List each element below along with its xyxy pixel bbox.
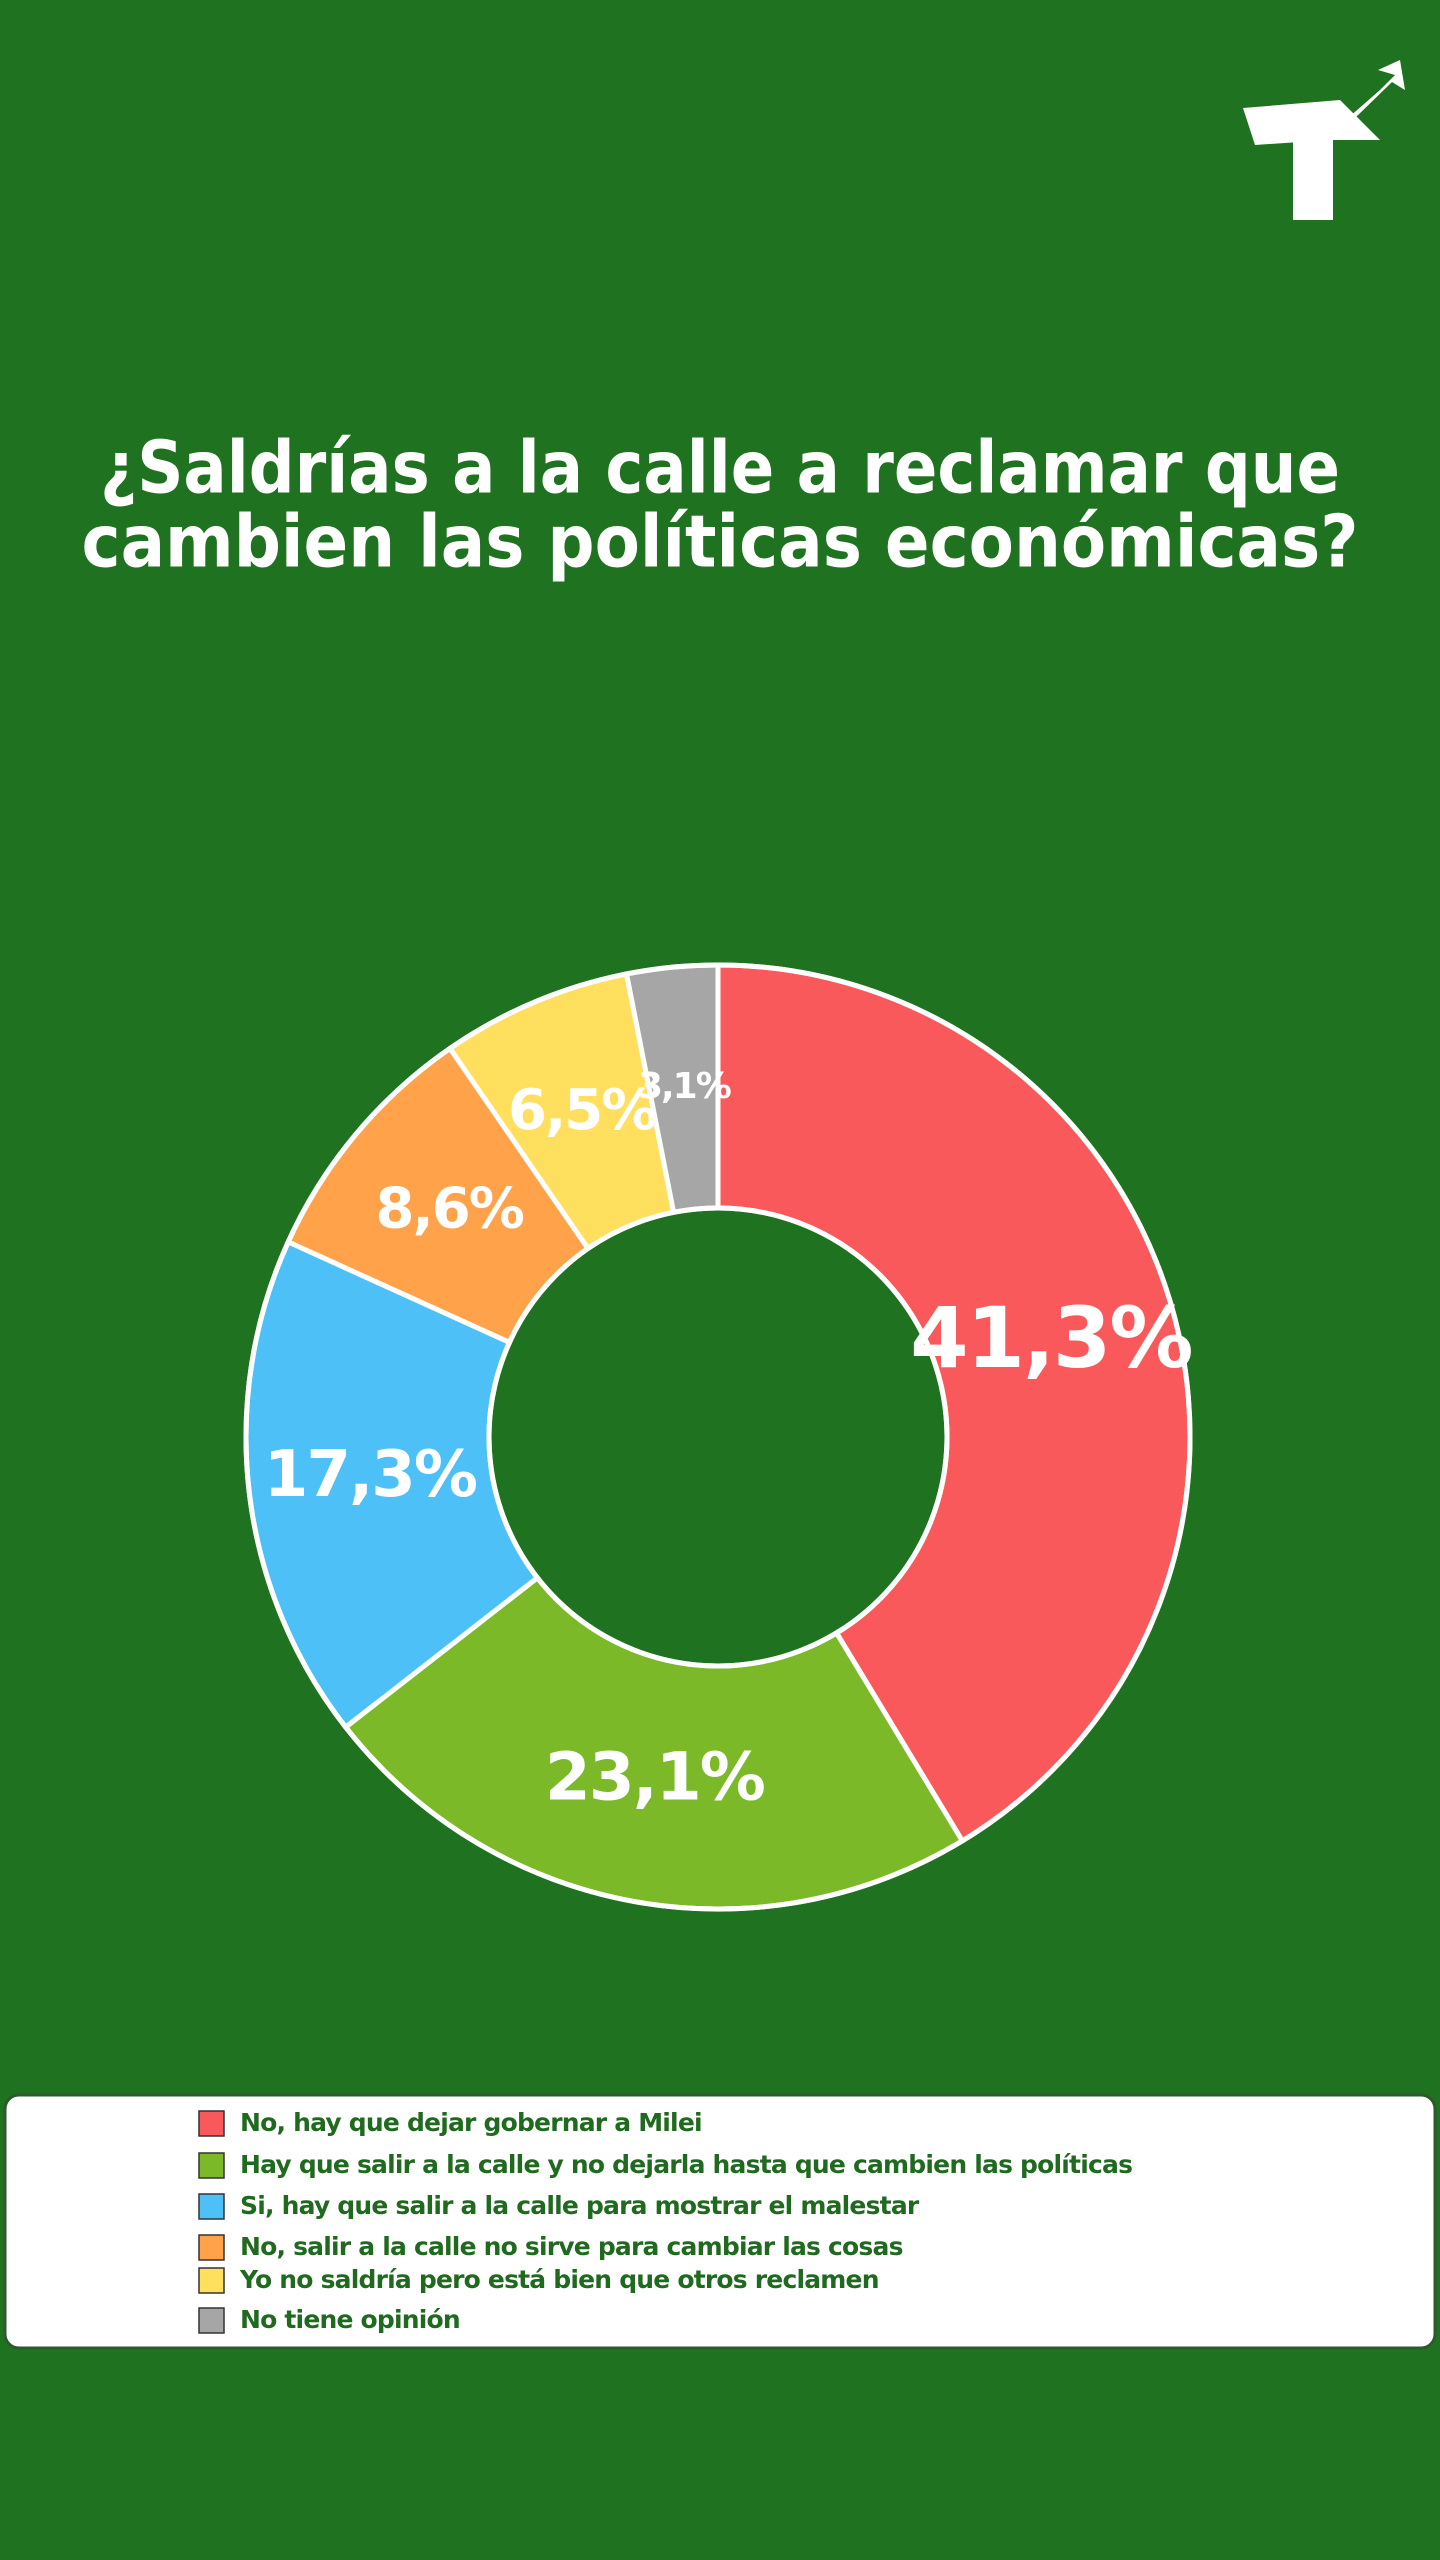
legend-swatch <box>198 2267 225 2294</box>
value-label: 8,6% <box>375 1176 523 1241</box>
legend-swatch <box>198 2152 225 2179</box>
legend-label: Si, hay que salir a la calle para mostra… <box>240 2191 920 2220</box>
value-label: 3,1% <box>638 1066 731 1107</box>
legend-swatch <box>198 2307 225 2334</box>
legend: No, hay que dejar gobernar a Milei Hay qu… <box>198 2108 1133 2334</box>
legend-label: No, hay que dejar gobernar a Milei <box>240 2108 702 2137</box>
pie: 41,3% 23,1% 17,3% 8,6% 6,5%3,1% <box>243 962 1194 1912</box>
legend-label: Hay que salir a la calle y no dejarla ha… <box>240 2150 1132 2179</box>
legend-label: Yo no saldría pero está bien que otros r… <box>239 2265 879 2294</box>
value-label: 17,3% <box>264 1438 477 1512</box>
legend-swatch <box>198 2110 225 2137</box>
legend-label: No tiene opinión <box>240 2305 460 2334</box>
chart-title: cambien las políticas económicas? <box>82 500 1359 584</box>
value-label: 23,1% <box>545 1739 765 1816</box>
legend-swatch <box>198 2234 225 2261</box>
value-label: 41,3% <box>910 1289 1191 1387</box>
legend-swatch <box>198 2193 225 2220</box>
legend-label: No, salir a la calle no sirve para cambi… <box>240 2232 903 2261</box>
donut-hole-ring <box>486 1205 950 1669</box>
outer-ring <box>243 962 1193 1912</box>
legend-box <box>3 2093 1437 2350</box>
logo <box>1243 60 1405 220</box>
chart-title: ¿Saldrías a la calle a reclamar que <box>100 426 1340 510</box>
value-label: 6,5% <box>508 1078 656 1143</box>
